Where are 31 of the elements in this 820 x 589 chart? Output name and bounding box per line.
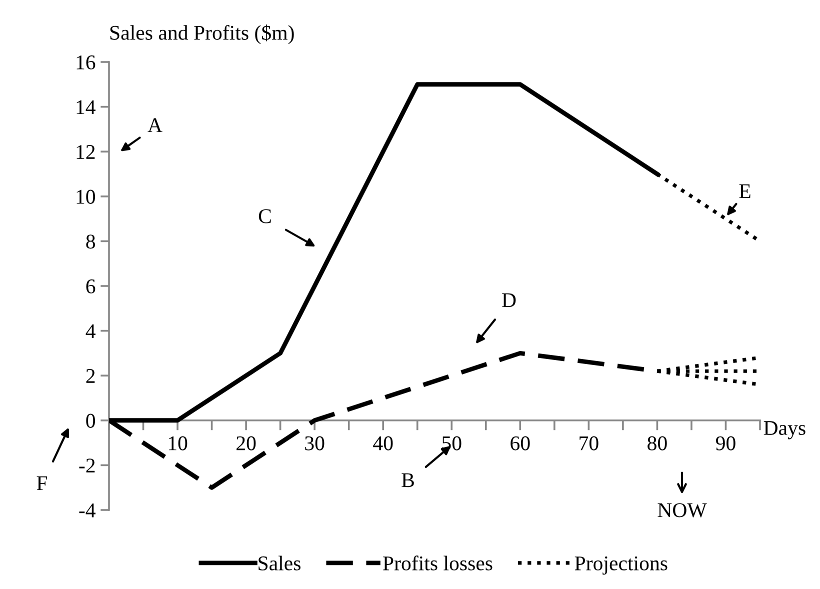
y-axis-title: Sales and Profits ($m) bbox=[110, 24, 294, 44]
annotation: E bbox=[739, 184, 750, 198]
legend-label: Profits losses bbox=[383, 556, 492, 570]
annotation: NOW bbox=[658, 503, 707, 518]
x-tick-label: 70 bbox=[580, 436, 598, 450]
x-tick-label: 20 bbox=[236, 436, 256, 450]
y-tick-label: -4 bbox=[79, 504, 96, 518]
x-tick-label: 40 bbox=[373, 436, 393, 450]
y-tick-label: 0 bbox=[86, 414, 96, 428]
text: F bbox=[36, 476, 48, 490]
annotation: D bbox=[502, 293, 516, 308]
y-tick-label: 2 bbox=[86, 369, 95, 383]
legend-label: Projections bbox=[574, 556, 668, 575]
x-axis-title: Days bbox=[764, 421, 806, 440]
annotation: B bbox=[402, 473, 414, 488]
annotation: C bbox=[258, 209, 271, 224]
annotation: A bbox=[148, 118, 162, 132]
y-tick-label: 16 bbox=[76, 55, 96, 70]
y-tick-label: 8 bbox=[86, 234, 96, 249]
y-tick-label: 10 bbox=[76, 190, 96, 204]
x-tick-label: 30 bbox=[305, 436, 324, 450]
y-tick-label: -2 bbox=[79, 458, 95, 472]
x-tick-label: 80 bbox=[648, 436, 667, 450]
x-tick-label: 60 bbox=[510, 436, 530, 450]
x-tick-label: 90 bbox=[716, 436, 736, 450]
legend-label: Sales bbox=[258, 556, 300, 570]
x-tick-label: 10 bbox=[168, 436, 188, 450]
y-tick-label: 4 bbox=[86, 324, 96, 338]
y-tick-label: 14 bbox=[76, 100, 96, 114]
y-tick-label: 6 bbox=[86, 279, 96, 294]
y-tick-label: 12 bbox=[76, 145, 95, 159]
